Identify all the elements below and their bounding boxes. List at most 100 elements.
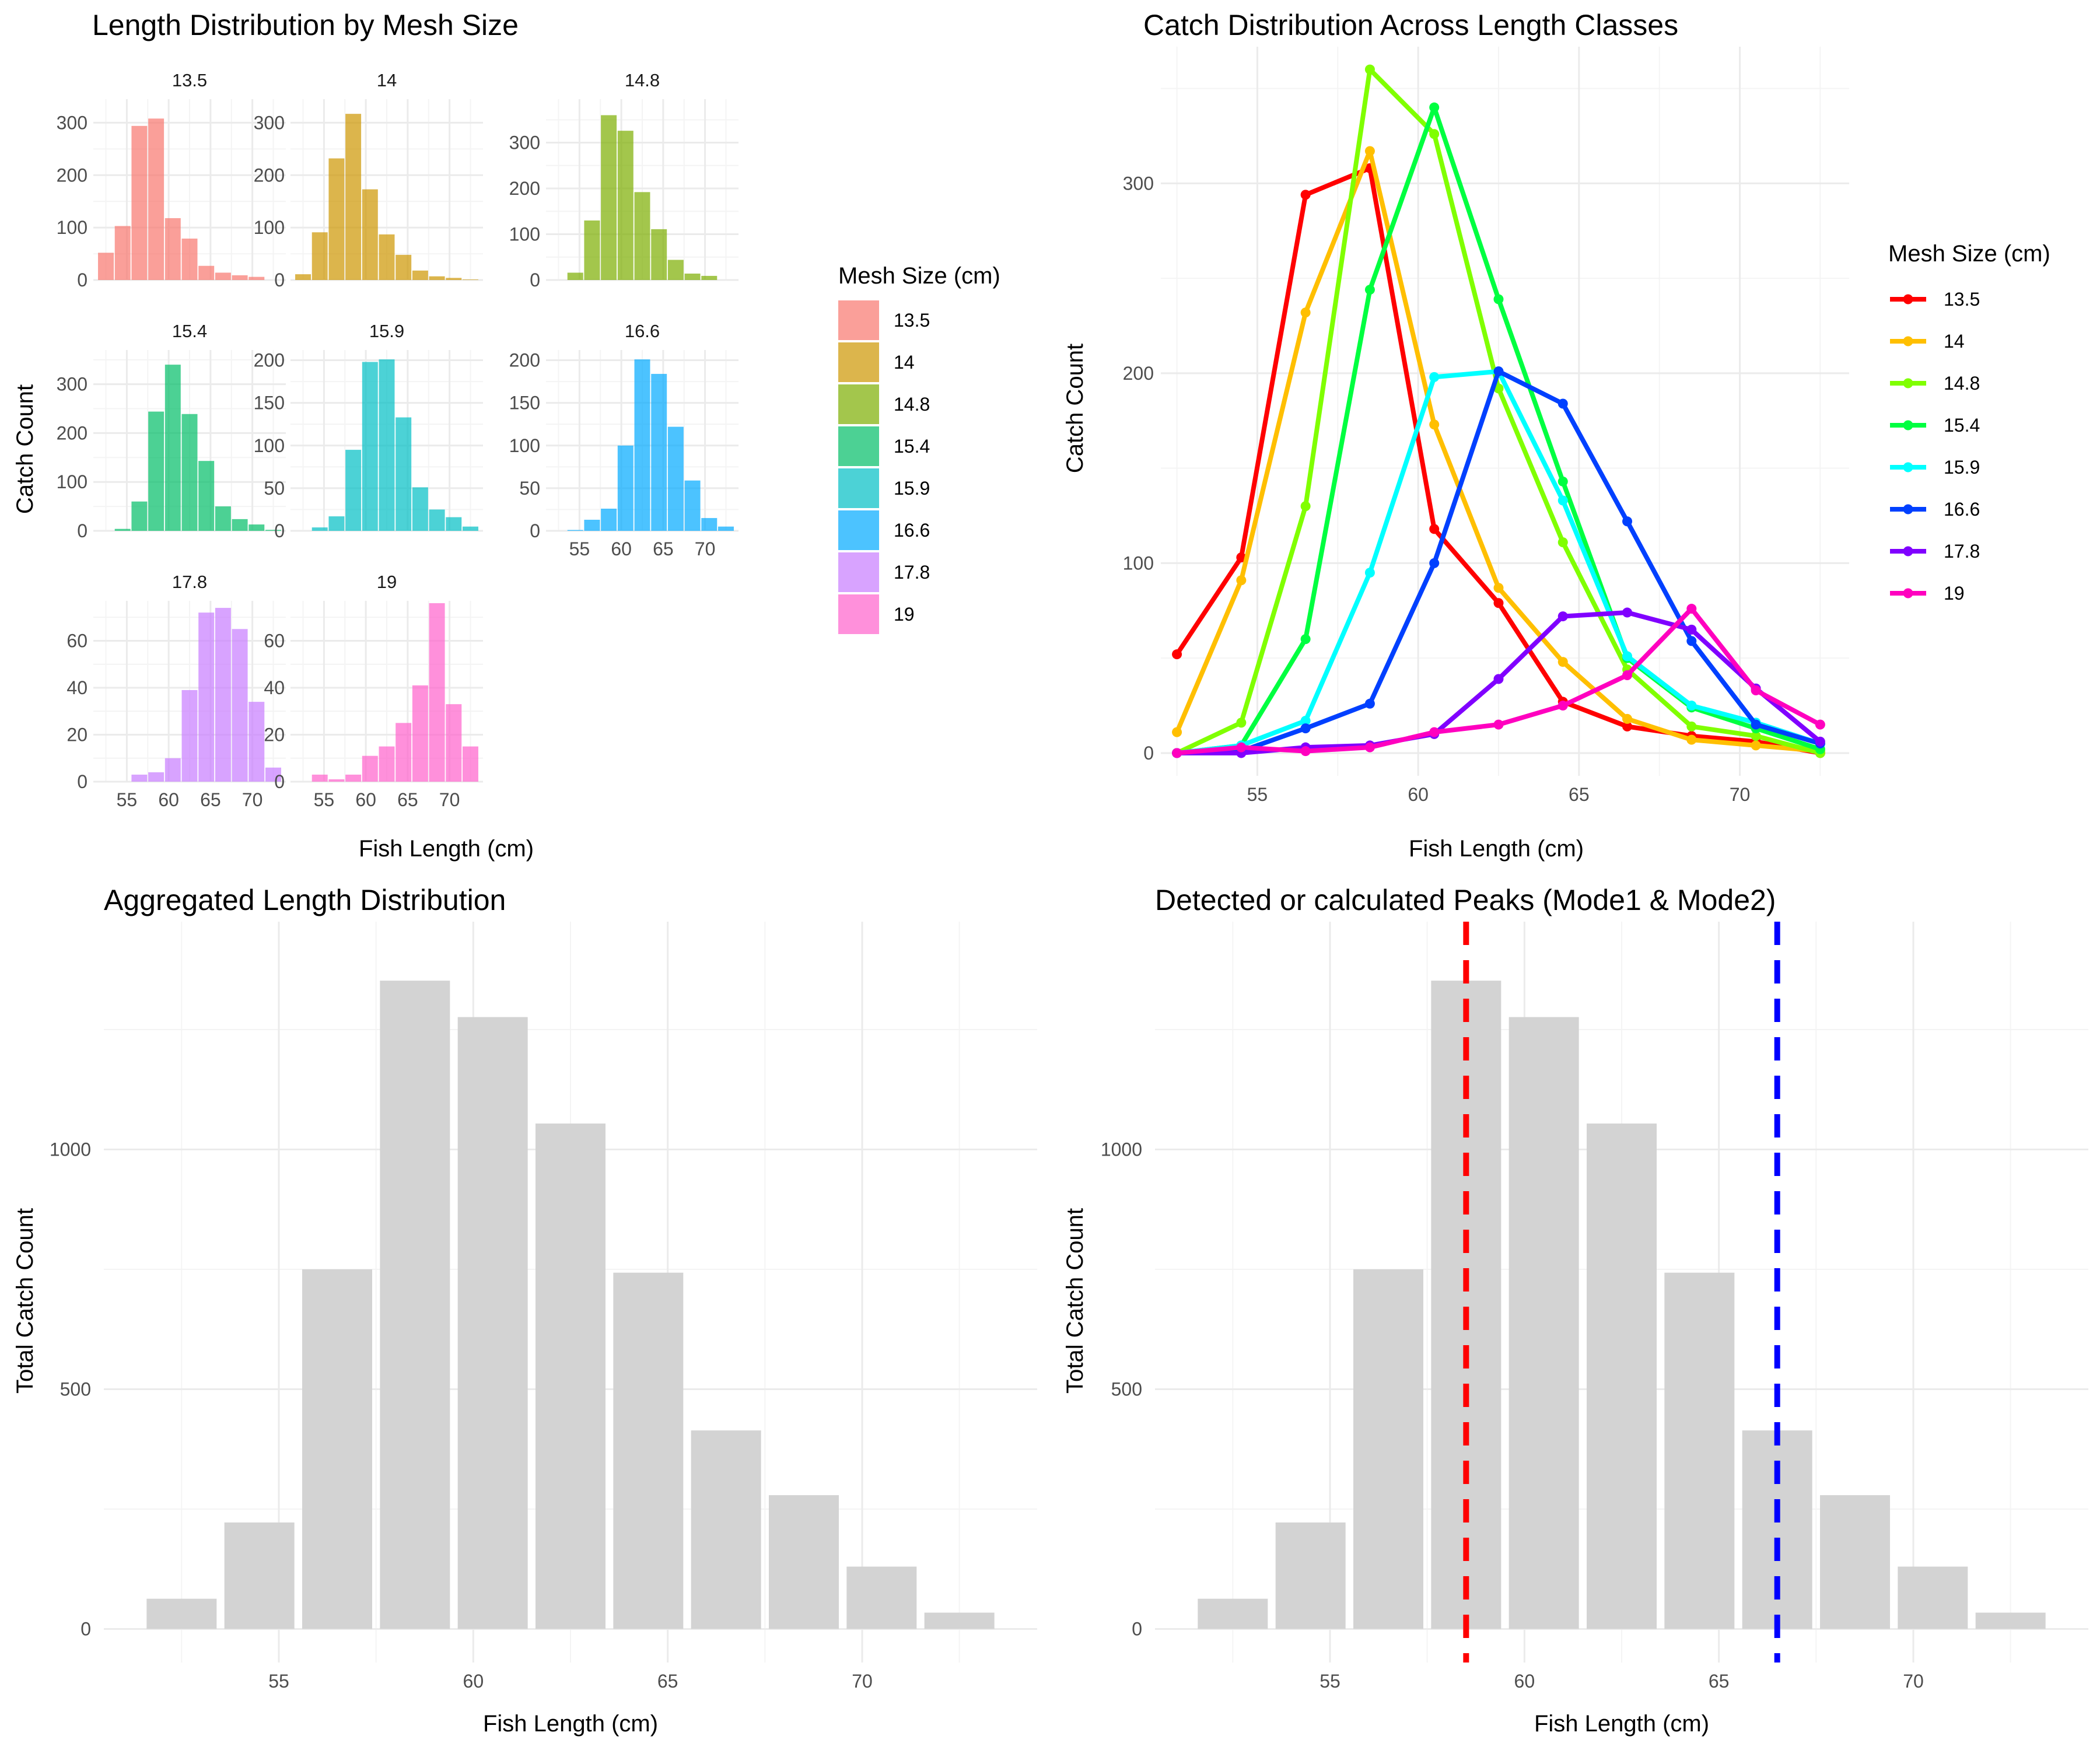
y-tick-label: 0 — [1143, 743, 1154, 764]
y-tick-label: 200 — [509, 178, 540, 199]
legend-title: Mesh Size (cm) — [1888, 241, 2050, 267]
data-point — [1364, 285, 1375, 295]
data-point — [1364, 146, 1375, 156]
histogram-bar — [345, 450, 362, 531]
histogram-bar — [617, 445, 634, 531]
histogram-bar — [634, 359, 650, 531]
histogram-bar — [131, 501, 148, 531]
y-axis-title: Total Catch Count — [12, 1208, 38, 1394]
histogram-bar — [846, 1566, 917, 1629]
facet-strip-label: 14 — [377, 70, 397, 90]
x-axis-title: Fish Length (cm) — [483, 1711, 658, 1737]
histogram-bar — [232, 629, 248, 782]
x-tick-label: 70 — [439, 789, 460, 810]
x-tick-label: 55 — [314, 789, 335, 810]
x-tick-label: 60 — [158, 789, 179, 810]
legend-key-point — [1903, 294, 1913, 304]
facet-strip-label: 15.4 — [172, 321, 207, 341]
panel-title: Detected or calculated Peaks (Mode1 & Mo… — [1155, 884, 1776, 916]
data-point — [1300, 746, 1311, 757]
data-point — [1751, 740, 1761, 751]
data-point — [1493, 583, 1504, 593]
data-point — [1686, 721, 1697, 732]
facet-16.6: 16.6 0 50 100 150 200 55 60 65 70 — [509, 321, 738, 559]
data-point — [1686, 604, 1697, 614]
histogram-bar — [1975, 1612, 2046, 1629]
histogram-bar — [584, 220, 600, 280]
y-tick-label: 300 — [254, 112, 285, 133]
legend-label: 16.6 — [894, 520, 930, 541]
y-tick-label: 1000 — [50, 1139, 91, 1160]
data-point — [1364, 742, 1375, 752]
y-tick-label: 100 — [254, 217, 285, 238]
legend-label: 13.5 — [1944, 289, 1980, 310]
y-tick-label: 100 — [509, 435, 540, 456]
data-point — [1429, 372, 1440, 382]
histogram-bar — [617, 131, 634, 280]
facet-grid: 13.5010020030014010020030014.80100200300… — [57, 70, 738, 810]
histogram-bar — [328, 779, 345, 782]
x-tick-label: 65 — [653, 538, 674, 559]
legend-label: 17.8 — [1944, 541, 1980, 562]
x-tick-label: 60 — [463, 1671, 484, 1692]
histogram-bar — [567, 530, 583, 531]
histogram-bar — [446, 278, 462, 280]
histogram-bar — [396, 723, 412, 782]
legend-swatch — [838, 300, 879, 340]
x-tick-label: 65 — [397, 789, 418, 810]
histogram-bar — [164, 365, 181, 531]
legend-label: 13.5 — [894, 310, 930, 331]
y-tick-label: 40 — [66, 677, 88, 698]
histogram-bar — [148, 118, 164, 280]
histogram-bar — [924, 1612, 995, 1629]
data-point — [1558, 476, 1568, 487]
histogram-bar — [613, 1272, 684, 1629]
facet-15.9: 15.9 0 50 100 150 200 — [254, 321, 483, 541]
panel-title: Aggregated Length Distribution — [104, 884, 506, 916]
data-point — [1236, 552, 1247, 563]
histogram-bar — [429, 603, 445, 782]
x-tick-label: 60 — [1514, 1671, 1535, 1692]
x-tick-label: 70 — [695, 538, 716, 559]
data-point — [1300, 190, 1311, 200]
legend[interactable]: Mesh Size (cm) 13.5 14 14.8 15.4 15.9 16.6 17.… — [1888, 241, 2050, 604]
legend-label: 19 — [1944, 583, 1965, 604]
y-tick-label: 0 — [1132, 1618, 1142, 1639]
histogram-bar — [302, 1269, 372, 1629]
histogram-bar — [146, 1598, 217, 1629]
x-axis-title: Fish Length (cm) — [1534, 1711, 1709, 1737]
legend-key-point — [1903, 588, 1913, 598]
x-tick-label: 65 — [657, 1671, 678, 1692]
histogram-bar — [215, 608, 231, 782]
histogram-bar — [684, 480, 701, 531]
histogram-bar — [651, 373, 667, 531]
histogram-bar — [215, 506, 231, 531]
y-tick-label: 0 — [530, 520, 540, 541]
y-tick-label: 0 — [77, 520, 88, 541]
legend-swatch — [838, 552, 879, 592]
data-point — [1622, 607, 1633, 618]
histogram-bar — [345, 774, 362, 782]
histogram-bar — [462, 746, 478, 782]
data-point — [1558, 537, 1568, 548]
histogram-bar — [601, 508, 617, 531]
histogram-bar — [1587, 1124, 1657, 1629]
histogram-bar — [198, 265, 215, 280]
data-point — [1236, 575, 1247, 586]
legend-key-point — [1903, 546, 1913, 556]
histogram-bar — [1820, 1495, 1890, 1629]
facet-17.8: 17.8 0 20 40 60 55 60 65 70 — [66, 572, 286, 810]
histogram-bar — [181, 239, 198, 280]
histogram-bar — [429, 509, 445, 531]
legend-swatch — [838, 342, 879, 382]
legend-items: 13.5 14 14.8 15.4 15.9 16.6 17.8 19 — [1890, 289, 1980, 604]
panel-length-distribution-by-mesh-size: Length Distribution by Mesh Size Fish Le… — [12, 9, 1000, 862]
histogram-bar — [379, 359, 395, 531]
histogram-bar — [362, 189, 378, 280]
histogram-bar — [396, 254, 412, 280]
data-point — [1558, 701, 1568, 711]
legend[interactable]: Mesh Size (cm) 13.5 14 14.8 15.4 15.9 16.6 17.… — [838, 263, 1000, 634]
panel-title: Catch Distribution Across Length Classes — [1143, 9, 1678, 41]
y-tick-label: 50 — [519, 478, 540, 499]
